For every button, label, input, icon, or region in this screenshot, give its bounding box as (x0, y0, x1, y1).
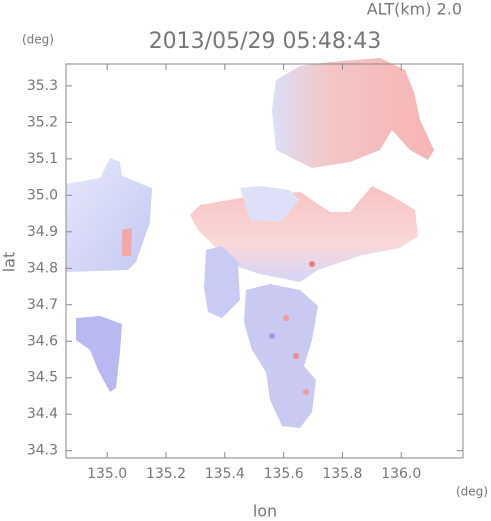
echo-speck (293, 353, 299, 359)
echo-central-blue (240, 186, 300, 222)
echo-speck (269, 333, 275, 339)
y-tick-label: 34.7 (27, 297, 58, 313)
echo-sw (76, 316, 122, 392)
y-tick-label: 34.4 (27, 406, 58, 422)
x-tick-label: 135.6 (264, 466, 304, 482)
y-tick-label: 35.3 (27, 78, 58, 94)
echo-ne (272, 58, 434, 168)
y-tick-label: 34.6 (27, 333, 58, 349)
x-axis-label: lon (253, 502, 277, 521)
y-tick-label: 35.2 (27, 114, 58, 130)
altitude-annotation: ALT(km) 2.0 (367, 0, 462, 19)
y-axis-label: lat (0, 252, 19, 273)
y-tick-label: 35.0 (27, 187, 58, 203)
y-unit: (deg) (22, 33, 54, 47)
echo-speck (309, 261, 315, 267)
y-tick-label: 34.5 (27, 370, 58, 386)
y-tick-label: 34.8 (27, 260, 58, 276)
echo-south-west (204, 246, 240, 318)
x-tick-label: 135.8 (322, 466, 362, 482)
echo-speck (303, 389, 309, 395)
chart-title: 2013/05/29 05:48:43 (149, 29, 382, 54)
echo-south (244, 284, 318, 428)
y-tick-label: 35.1 (27, 151, 58, 167)
y-tick-label: 34.9 (27, 224, 58, 240)
x-tick-label: 135.2 (146, 466, 186, 482)
plot-frame (65, 63, 464, 459)
x-tick-label: 135.4 (205, 466, 245, 482)
echo-west (66, 158, 152, 272)
echo-speck (283, 315, 289, 321)
x-unit: (deg) (456, 485, 488, 499)
echo-west-red (122, 228, 132, 256)
x-tick-label: 136.0 (381, 466, 421, 482)
x-tick-label: 135.0 (87, 466, 127, 482)
echo-layer (66, 58, 434, 428)
y-tick-label: 34.3 (27, 443, 58, 459)
